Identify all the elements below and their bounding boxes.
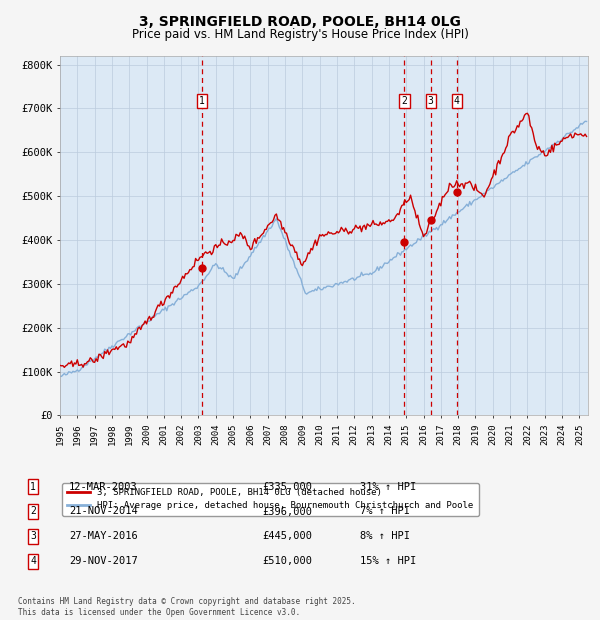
Text: 12-MAR-2003: 12-MAR-2003: [69, 482, 138, 492]
Text: 3, SPRINGFIELD ROAD, POOLE, BH14 0LG: 3, SPRINGFIELD ROAD, POOLE, BH14 0LG: [139, 16, 461, 30]
Text: 2: 2: [401, 95, 407, 106]
Text: 1: 1: [30, 482, 36, 492]
Text: 7% ↑ HPI: 7% ↑ HPI: [360, 507, 410, 516]
Text: 21-NOV-2014: 21-NOV-2014: [69, 507, 138, 516]
Text: £396,000: £396,000: [262, 507, 312, 516]
Text: 31% ↑ HPI: 31% ↑ HPI: [360, 482, 416, 492]
Text: 15% ↑ HPI: 15% ↑ HPI: [360, 556, 416, 566]
Legend: 3, SPRINGFIELD ROAD, POOLE, BH14 0LG (detached house), HPI: Average price, detac: 3, SPRINGFIELD ROAD, POOLE, BH14 0LG (de…: [62, 483, 479, 516]
Text: 4: 4: [454, 95, 460, 106]
Text: 29-NOV-2017: 29-NOV-2017: [69, 556, 138, 566]
Text: 27-MAY-2016: 27-MAY-2016: [69, 531, 138, 541]
Text: 4: 4: [30, 556, 36, 566]
Text: 2: 2: [30, 507, 36, 516]
Text: Price paid vs. HM Land Registry's House Price Index (HPI): Price paid vs. HM Land Registry's House …: [131, 28, 469, 41]
Text: 1: 1: [199, 95, 205, 106]
Text: £510,000: £510,000: [262, 556, 312, 566]
Text: 3: 3: [30, 531, 36, 541]
Text: Contains HM Land Registry data © Crown copyright and database right 2025.
This d: Contains HM Land Registry data © Crown c…: [18, 598, 356, 617]
Text: £335,000: £335,000: [262, 482, 312, 492]
Text: 8% ↑ HPI: 8% ↑ HPI: [360, 531, 410, 541]
Text: 3: 3: [428, 95, 434, 106]
Text: £445,000: £445,000: [262, 531, 312, 541]
